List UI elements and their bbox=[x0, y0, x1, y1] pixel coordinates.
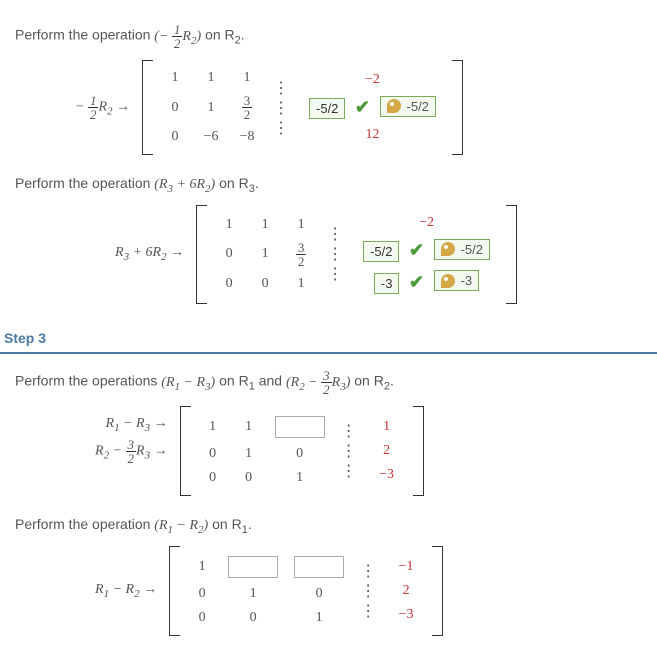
row-label-op2: R3 + 6R2 → bbox=[115, 245, 184, 263]
augment-separator: ⋮⋮⋮ bbox=[273, 78, 289, 138]
row-label-op1: − 12R2 → bbox=[75, 94, 130, 121]
check-icon: ✔ bbox=[355, 97, 370, 117]
key-icon bbox=[441, 242, 455, 256]
answer-input[interactable]: -5/2 bbox=[363, 241, 399, 262]
expr-op1: (− 12R2) bbox=[154, 29, 201, 44]
instruction-op4: Perform the operation (R1 − R2) on R1. bbox=[15, 516, 642, 536]
instruction-op2: Perform the operation (R3 + 6R2) on R3. bbox=[15, 175, 642, 195]
answer-input[interactable]: -3 bbox=[374, 273, 400, 294]
blank-input[interactable] bbox=[294, 556, 344, 578]
matrix-op1: − 12R2 → 111 0132 0−6−8 ⋮⋮⋮ −2 -5/2 ✔ -5… bbox=[75, 60, 642, 155]
answer-input[interactable]: -5/2 bbox=[309, 98, 345, 119]
check-icon: ✔ bbox=[409, 272, 424, 292]
matrix-op4: R1 − R2 → 1 010 001 ⋮⋮⋮ −1 2 −3 bbox=[95, 546, 642, 636]
instruction-op1: Perform the operation (− 12R2) on R2. bbox=[15, 23, 642, 50]
key-answer: -3 bbox=[434, 270, 480, 291]
key-answer: -5/2 bbox=[380, 96, 436, 117]
matrix-op2: R3 + 6R2 → 111 0132 001 ⋮⋮⋮ −2 -5/2 ✔ -5… bbox=[115, 205, 642, 304]
key-icon bbox=[441, 274, 455, 288]
aug-val: −2 bbox=[351, 211, 502, 235]
blank-input[interactable] bbox=[275, 416, 325, 438]
step-header: Step 3 bbox=[0, 324, 657, 354]
key-icon bbox=[387, 99, 401, 113]
key-answer: -5/2 bbox=[434, 239, 490, 260]
matrix-left: 111 0132 0−6−8 bbox=[157, 66, 265, 149]
check-icon: ✔ bbox=[409, 240, 424, 260]
aug-val: 12 bbox=[297, 123, 448, 147]
matrix-step3a: R1 − R3 → R2 − 32R3 → 11 010 001 ⋮⋮⋮ 1 2… bbox=[95, 406, 642, 496]
expr-op2: (R3 + 6R2) bbox=[154, 177, 215, 192]
instruction-step3: Perform the operations (R1 − R3) on R1 a… bbox=[15, 369, 642, 396]
aug-val: −2 bbox=[297, 68, 448, 92]
blank-input[interactable] bbox=[228, 556, 278, 578]
